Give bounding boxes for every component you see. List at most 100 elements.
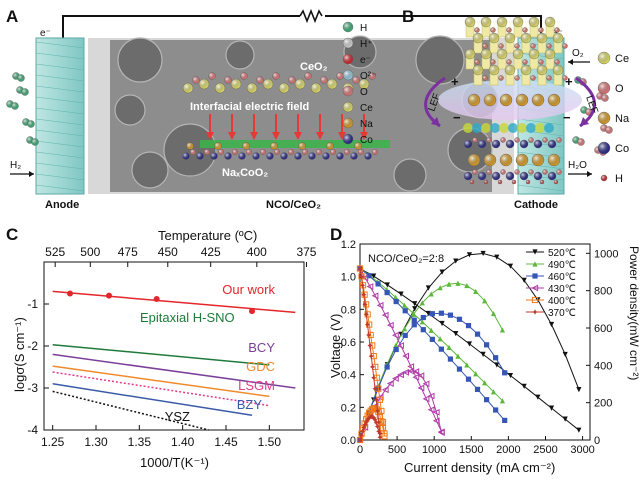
- power-marker: [417, 372, 425, 380]
- voltage-marker: [384, 289, 390, 296]
- legend-b-label-O: O: [615, 83, 624, 95]
- ceo2-o-atom-shine: [352, 76, 360, 84]
- power-marker: [358, 432, 364, 438]
- power-marker: [437, 285, 443, 291]
- ceo2-ce-atom-shine: [231, 79, 241, 89]
- tem-grain: [131, 151, 169, 189]
- voltage-marker: [535, 394, 541, 400]
- legend-d-label: 430℃: [548, 284, 576, 295]
- top-axis-label: Temperature (ºC): [158, 228, 257, 243]
- voltage-marker: [507, 372, 514, 379]
- voltage-marker: [386, 321, 394, 329]
- na-atom-shine: [468, 154, 480, 166]
- voltage-marker: [428, 327, 434, 333]
- y-axis-label-d: Voltage (V): [328, 314, 343, 378]
- voltage-marker: [371, 292, 379, 300]
- o-atom-shine: [530, 75, 536, 81]
- top-tick-label-c: 475: [118, 245, 138, 259]
- power-marker: [427, 392, 435, 400]
- power-marker: [453, 258, 459, 264]
- power-marker: [357, 437, 363, 443]
- top-tick-label-c: 400: [247, 245, 267, 259]
- ce-atom-shine: [537, 65, 547, 75]
- interfacial-field-arrows: [200, 114, 390, 148]
- naco-na-atom-shine: [298, 142, 306, 150]
- legend-b-swatch-Ce-shine: [598, 52, 610, 64]
- ceo2-ce-atom-shine: [199, 79, 209, 89]
- x-tick-label-d: 1000: [422, 444, 446, 456]
- ce-atom-shine: [465, 17, 475, 27]
- legend-a-label-e: e⁻: [360, 55, 371, 66]
- o-atom-shine: [474, 27, 480, 33]
- legend-a-label-Ce: Ce: [360, 103, 373, 114]
- legend-d-marker: [532, 309, 538, 315]
- voltage-marker: [374, 408, 381, 414]
- power-marker: [493, 355, 499, 361]
- voltage-marker: [361, 292, 367, 298]
- voltage-marker: [366, 283, 374, 290]
- voltage-marker: [422, 395, 430, 403]
- top-tick-label-c: 425: [201, 245, 221, 259]
- naco-co-atom-shine: [210, 152, 218, 160]
- na-atom-shine: [532, 154, 544, 166]
- naco-na-atom-shine: [270, 142, 278, 150]
- o-atom-shine: [472, 169, 478, 175]
- field-arrow-head: [360, 132, 368, 140]
- power-marker: [456, 316, 463, 322]
- panel-label-c: C: [6, 225, 18, 244]
- anode-mesh-line: [35, 162, 85, 170]
- na-atom-shine: [548, 94, 560, 106]
- o-atom-shine: [554, 27, 560, 33]
- co-atom-shine: [534, 140, 542, 148]
- charge-density-blob: [490, 123, 500, 133]
- voltage-marker: [455, 353, 461, 359]
- anode-mesh-line: [35, 140, 85, 148]
- h2-atom-shine: [27, 120, 35, 128]
- power-marker: [422, 380, 430, 388]
- y-tick-label-d: 0.6: [341, 337, 356, 349]
- anode-mesh-line: [35, 52, 85, 60]
- legend-b-label-Na: Na: [615, 113, 630, 125]
- power-marker: [438, 310, 444, 316]
- legend-d-label: 490℃: [548, 260, 576, 271]
- anode-mesh-line: [35, 118, 85, 126]
- ce-atom-shine: [513, 49, 523, 59]
- panel-label-b: B: [402, 7, 414, 26]
- o-atom-shine: [514, 43, 520, 49]
- panel-c: C Temperature (ºC) 1.25 1.30 1.35 1.40 1.45 1…: [6, 225, 317, 470]
- naco-label: NaₓCoO₂: [222, 167, 268, 179]
- power-marker: [521, 277, 527, 283]
- h2-molecules: [6, 72, 39, 146]
- legend-d-label: 520℃: [548, 248, 576, 259]
- naco-o-atom-shine: [246, 149, 252, 155]
- power-marker: [363, 419, 369, 425]
- voltage-marker: [357, 265, 363, 272]
- ceo2-o-atom-shine: [192, 76, 200, 84]
- co-atom-shine: [506, 140, 514, 148]
- o-atom-shine: [562, 75, 568, 81]
- x-tick-label-d: 0: [357, 444, 363, 456]
- ceo2-o-atom-shine: [208, 72, 216, 80]
- naco-na-atom-shine: [214, 142, 222, 150]
- o-atom-shine: [546, 75, 552, 81]
- power-marker: [381, 386, 389, 394]
- o-atom-shine: [546, 43, 552, 49]
- naco-co-atom-shine: [308, 152, 316, 160]
- power-marker: [480, 250, 486, 257]
- series-line-epitaxial-h-sno: [52, 343, 270, 366]
- power-marker: [439, 269, 445, 275]
- ce-atom-shine: [497, 49, 507, 59]
- legend-a-label-H: H: [360, 23, 367, 34]
- power-marker: [473, 288, 479, 295]
- voltage-marker: [362, 301, 368, 308]
- na-atom-shine: [532, 94, 544, 106]
- power-marker: [364, 417, 371, 423]
- power-marker: [376, 393, 384, 401]
- cathode-mesh-line: [517, 52, 565, 60]
- voltage-marker: [465, 376, 472, 382]
- ce-atom-shine: [545, 17, 555, 27]
- voltage-marker: [373, 397, 379, 403]
- voltage-marker: [361, 274, 369, 282]
- y2-tick-label-d: 600: [594, 323, 612, 335]
- interface-bar: [200, 140, 390, 148]
